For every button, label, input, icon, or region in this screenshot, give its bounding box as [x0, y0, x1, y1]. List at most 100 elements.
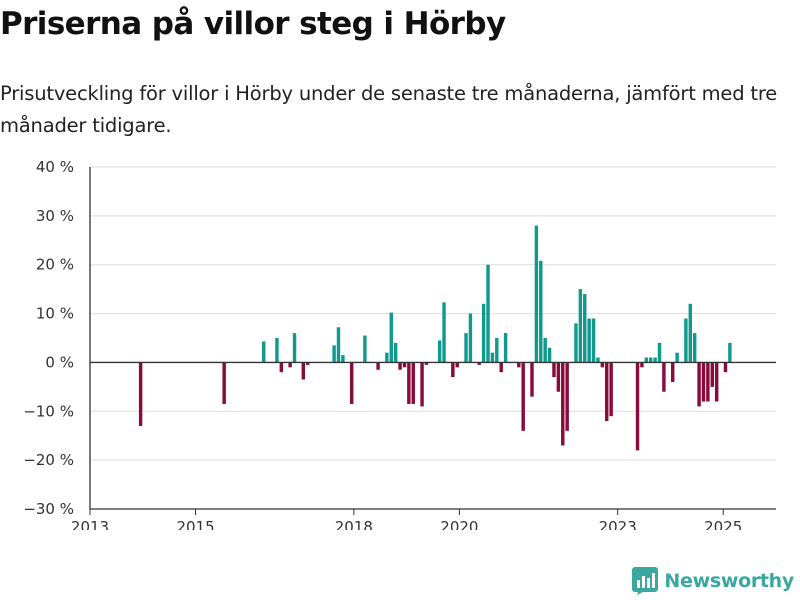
bar — [539, 260, 543, 363]
annotations: 4 % — [719, 150, 749, 154]
bar — [376, 362, 380, 370]
bar — [600, 362, 605, 368]
bar — [675, 352, 679, 363]
bar — [710, 362, 714, 387]
brand-logo: Newsworthy — [632, 566, 794, 596]
bar — [697, 362, 701, 407]
bar — [728, 342, 732, 363]
bar — [279, 362, 284, 373]
y-axis-labels: 40 % 30 % 20 % 10 % 0 % −10 % −20 % −30 % — [23, 158, 74, 518]
y-tick-label: 20 % — [36, 256, 74, 274]
bar — [530, 362, 534, 397]
bar — [701, 362, 706, 402]
bar — [688, 303, 693, 363]
bar — [543, 338, 547, 363]
bar — [684, 318, 688, 363]
bar — [275, 338, 279, 363]
x-tick-label: 2020 — [440, 518, 478, 530]
y-tick-label: 0 % — [45, 353, 74, 371]
x-axis: 2013 2015 2018 2020 2023 2025 — [71, 167, 776, 530]
bar — [609, 362, 613, 417]
bar — [552, 362, 556, 378]
bar — [490, 352, 495, 363]
bar — [503, 333, 508, 363]
bar — [442, 302, 446, 363]
bar — [398, 362, 402, 370]
bar — [222, 362, 226, 404]
bar — [670, 362, 675, 382]
x-tick-label: 2013 — [71, 518, 109, 530]
y-tick-label: −10 % — [23, 402, 74, 420]
bar — [692, 333, 697, 363]
bar — [393, 342, 398, 363]
bar — [262, 341, 266, 363]
bar — [420, 362, 424, 407]
bar — [649, 357, 653, 363]
bar — [657, 342, 662, 363]
bar — [451, 362, 455, 378]
bar — [591, 318, 596, 363]
bar — [596, 357, 600, 363]
brand-name: Newsworthy — [664, 570, 794, 592]
bar — [411, 362, 415, 404]
bar — [587, 318, 591, 363]
bar — [723, 362, 728, 373]
bar — [583, 294, 587, 363]
bar — [288, 362, 292, 368]
x-tick-label: 2025 — [704, 518, 742, 530]
bar — [521, 362, 525, 431]
bar — [574, 323, 578, 363]
y-tick-label: −30 % — [23, 500, 74, 518]
bar — [499, 362, 503, 373]
newsworthy-logo-icon — [632, 567, 659, 595]
data-label-latest: 4 % — [719, 150, 749, 154]
bar — [486, 264, 490, 363]
bar — [565, 362, 569, 431]
x-tick-label: 2018 — [335, 518, 373, 530]
bar — [640, 362, 644, 368]
chart-subtitle: Prisutveckling för villor i Hörby under … — [0, 82, 778, 137]
bar — [407, 362, 411, 404]
bar — [455, 362, 459, 368]
bar — [292, 333, 297, 363]
bar — [349, 362, 354, 404]
bar — [477, 362, 481, 365]
bar — [301, 362, 306, 380]
y-tick-label: −20 % — [23, 451, 74, 469]
bar — [635, 362, 640, 451]
bar — [495, 338, 499, 363]
bar — [306, 362, 310, 365]
bar — [547, 347, 552, 363]
y-tick-label: 30 % — [36, 207, 74, 225]
x-tick-label: 2015 — [176, 518, 214, 530]
bar — [363, 335, 367, 363]
bar — [424, 362, 429, 365]
bar — [605, 362, 609, 422]
chart-title: Priserna på villor steg i Hörby — [0, 6, 506, 42]
bar — [517, 362, 521, 368]
bar — [336, 327, 341, 363]
bar — [437, 340, 442, 363]
bar — [389, 312, 393, 363]
bar — [464, 333, 468, 363]
y-tick-label: 40 % — [36, 158, 74, 176]
bars — [138, 225, 732, 451]
bar — [714, 362, 719, 402]
bar — [534, 225, 539, 363]
bar — [332, 345, 336, 363]
bar — [644, 357, 649, 363]
bar — [468, 313, 473, 363]
bar — [385, 352, 389, 363]
bar — [578, 289, 583, 363]
y-tick-label: 10 % — [36, 305, 74, 323]
bar — [662, 362, 666, 392]
bar — [138, 362, 143, 426]
bar — [653, 357, 657, 363]
bar-chart: 40 %30 %20 %10 %0 %−10 %−20 %−30 % 2013 2… — [23, 150, 776, 530]
bar — [402, 362, 407, 368]
bar — [706, 362, 710, 402]
bar — [561, 362, 565, 446]
bar — [556, 362, 561, 392]
x-tick-label: 2023 — [599, 518, 637, 530]
bar — [481, 303, 486, 363]
